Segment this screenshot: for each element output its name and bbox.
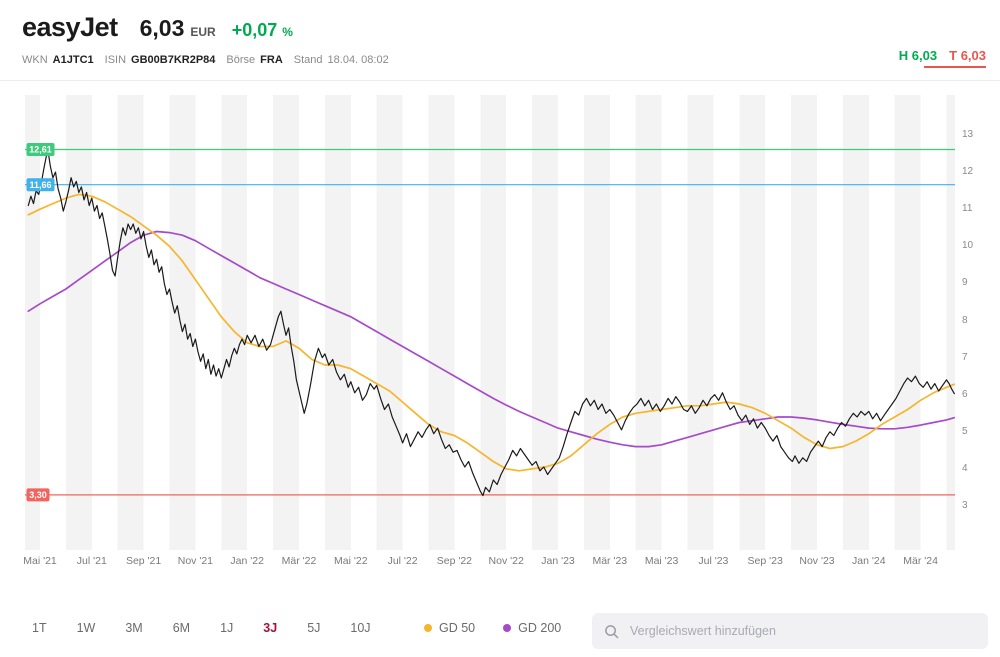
- x-axis-label: Nov '21: [177, 555, 214, 567]
- gd50-dot-icon: [424, 624, 432, 632]
- wkn-value: A1JTC1: [52, 54, 94, 66]
- range-indicator-bar: [924, 66, 986, 68]
- level-badge: 3,30: [26, 488, 50, 502]
- x-axis-label: Mär '22: [281, 555, 317, 567]
- period-selector: 1T 1W 3M 6M 1J 3J 5J 10J: [32, 621, 371, 635]
- x-axis-label: Nov '22: [488, 555, 524, 567]
- y-axis-label: 4: [962, 462, 968, 474]
- legend-item-gd50[interactable]: GD 50: [424, 621, 475, 635]
- day-high-low: H 6,03 T 6,03: [898, 48, 986, 68]
- x-axis-label: Jul '23: [698, 555, 729, 567]
- legend-item-gd200[interactable]: GD 200: [503, 621, 561, 635]
- x-axis-label: Jul '22: [387, 555, 418, 567]
- y-axis-label: 5: [962, 425, 968, 437]
- x-axis-label: Nov '23: [799, 555, 835, 567]
- instrument-name: easyJet: [22, 12, 118, 42]
- x-axis-label: Jan '23: [541, 555, 575, 567]
- wkn-label: WKN: [22, 54, 48, 66]
- stand-label: Stand: [293, 54, 323, 66]
- x-axis-label: Jan '22: [230, 555, 264, 567]
- search-icon: [605, 624, 619, 638]
- period-button-3m[interactable]: 3M: [125, 621, 143, 635]
- gd200-dot-icon: [503, 624, 512, 632]
- x-axis-label: Sep '22: [436, 555, 473, 567]
- period-button-5j[interactable]: 5J: [307, 621, 321, 635]
- chart-legend: GD 50 GD 200: [424, 621, 561, 635]
- period-button-1t[interactable]: 1T: [32, 621, 47, 635]
- y-axis-label: 8: [962, 314, 968, 326]
- day-low: T 6,03: [949, 48, 986, 63]
- svg-text:3,30: 3,30: [29, 490, 47, 500]
- price-chart-plot[interactable]: 12,61 11,66 3,30: [25, 95, 955, 550]
- svg-text:11,66: 11,66: [29, 180, 51, 190]
- exchange-value: FRA: [260, 54, 283, 66]
- period-button-1j[interactable]: 1J: [220, 621, 234, 635]
- level-badge: 11,66: [26, 178, 55, 192]
- x-axis-label: Mär '23: [592, 555, 628, 567]
- y-axis-label: 7: [962, 351, 968, 363]
- x-axis-label: Mär '24: [903, 555, 938, 567]
- title-row: easyJet 6,03 EUR +0,07 %: [22, 12, 293, 43]
- x-axis-label: Mai '22: [334, 555, 368, 567]
- percent-sign: %: [282, 25, 293, 39]
- x-axis-label: Sep '21: [125, 555, 162, 567]
- x-axis-label: Jan '24: [852, 555, 886, 567]
- header: easyJet 6,03 EUR +0,07 % WKN A1JTC1 ISIN…: [0, 0, 1000, 81]
- instrument-meta: WKN A1JTC1 ISIN GB00B7KR2P84 Börse FRA S…: [22, 54, 400, 66]
- y-axis: 13 12 11 10 9 8 7 6 5 4 3: [957, 0, 997, 657]
- x-axis-label: Mai '23: [644, 555, 679, 567]
- gd50-line: [27, 193, 955, 472]
- y-axis-label: 10: [962, 240, 974, 252]
- stand-value: 18.04. 08:02: [327, 54, 389, 66]
- gd200-line: [27, 230, 955, 448]
- price-change: +0,07 %: [232, 20, 293, 41]
- chart-toolbar: 1T 1W 3M 6M 1J 3J 5J 10J GD 50 GD 200: [0, 606, 1000, 657]
- svg-text:12,61: 12,61: [29, 145, 52, 155]
- gd50-label: GD 50: [439, 621, 476, 635]
- y-axis-label: 3: [962, 500, 968, 511]
- period-button-6m[interactable]: 6M: [172, 621, 191, 635]
- level-badge: 12,61: [26, 143, 55, 156]
- gd200-label: GD 200: [518, 621, 562, 635]
- x-axis-label: Mai '21: [23, 555, 57, 567]
- y-axis-label: 12: [962, 166, 974, 178]
- compare-search-box[interactable]: [592, 613, 988, 649]
- period-button-1w[interactable]: 1W: [76, 621, 96, 635]
- period-button-3j[interactable]: 3J: [263, 621, 278, 635]
- isin-label: ISIN: [104, 54, 127, 66]
- y-axis-label: 9: [962, 277, 968, 289]
- current-price: 6,03: [139, 15, 185, 41]
- x-axis-label: Sep '23: [747, 555, 783, 567]
- x-axis: Mai '21 Jul '21 Sep '21 Nov '21 Jan '22 Mär '…: [0, 555, 1000, 569]
- price-line: [27, 148, 955, 497]
- currency-label: EUR: [190, 25, 216, 39]
- x-axis-label: Jul '21: [76, 555, 107, 567]
- period-button-10j[interactable]: 10J: [350, 621, 371, 635]
- compare-search-input[interactable]: [628, 623, 976, 639]
- isin-value: GB00B7KR2P84: [131, 54, 216, 66]
- exchange-label: Börse: [226, 54, 256, 66]
- price-change-value: +0,07: [231, 20, 278, 40]
- y-axis-label: 11: [962, 203, 973, 215]
- day-high: H 6,03: [898, 48, 938, 63]
- y-axis-label: 13: [962, 129, 974, 140]
- y-axis-label: 6: [962, 388, 968, 400]
